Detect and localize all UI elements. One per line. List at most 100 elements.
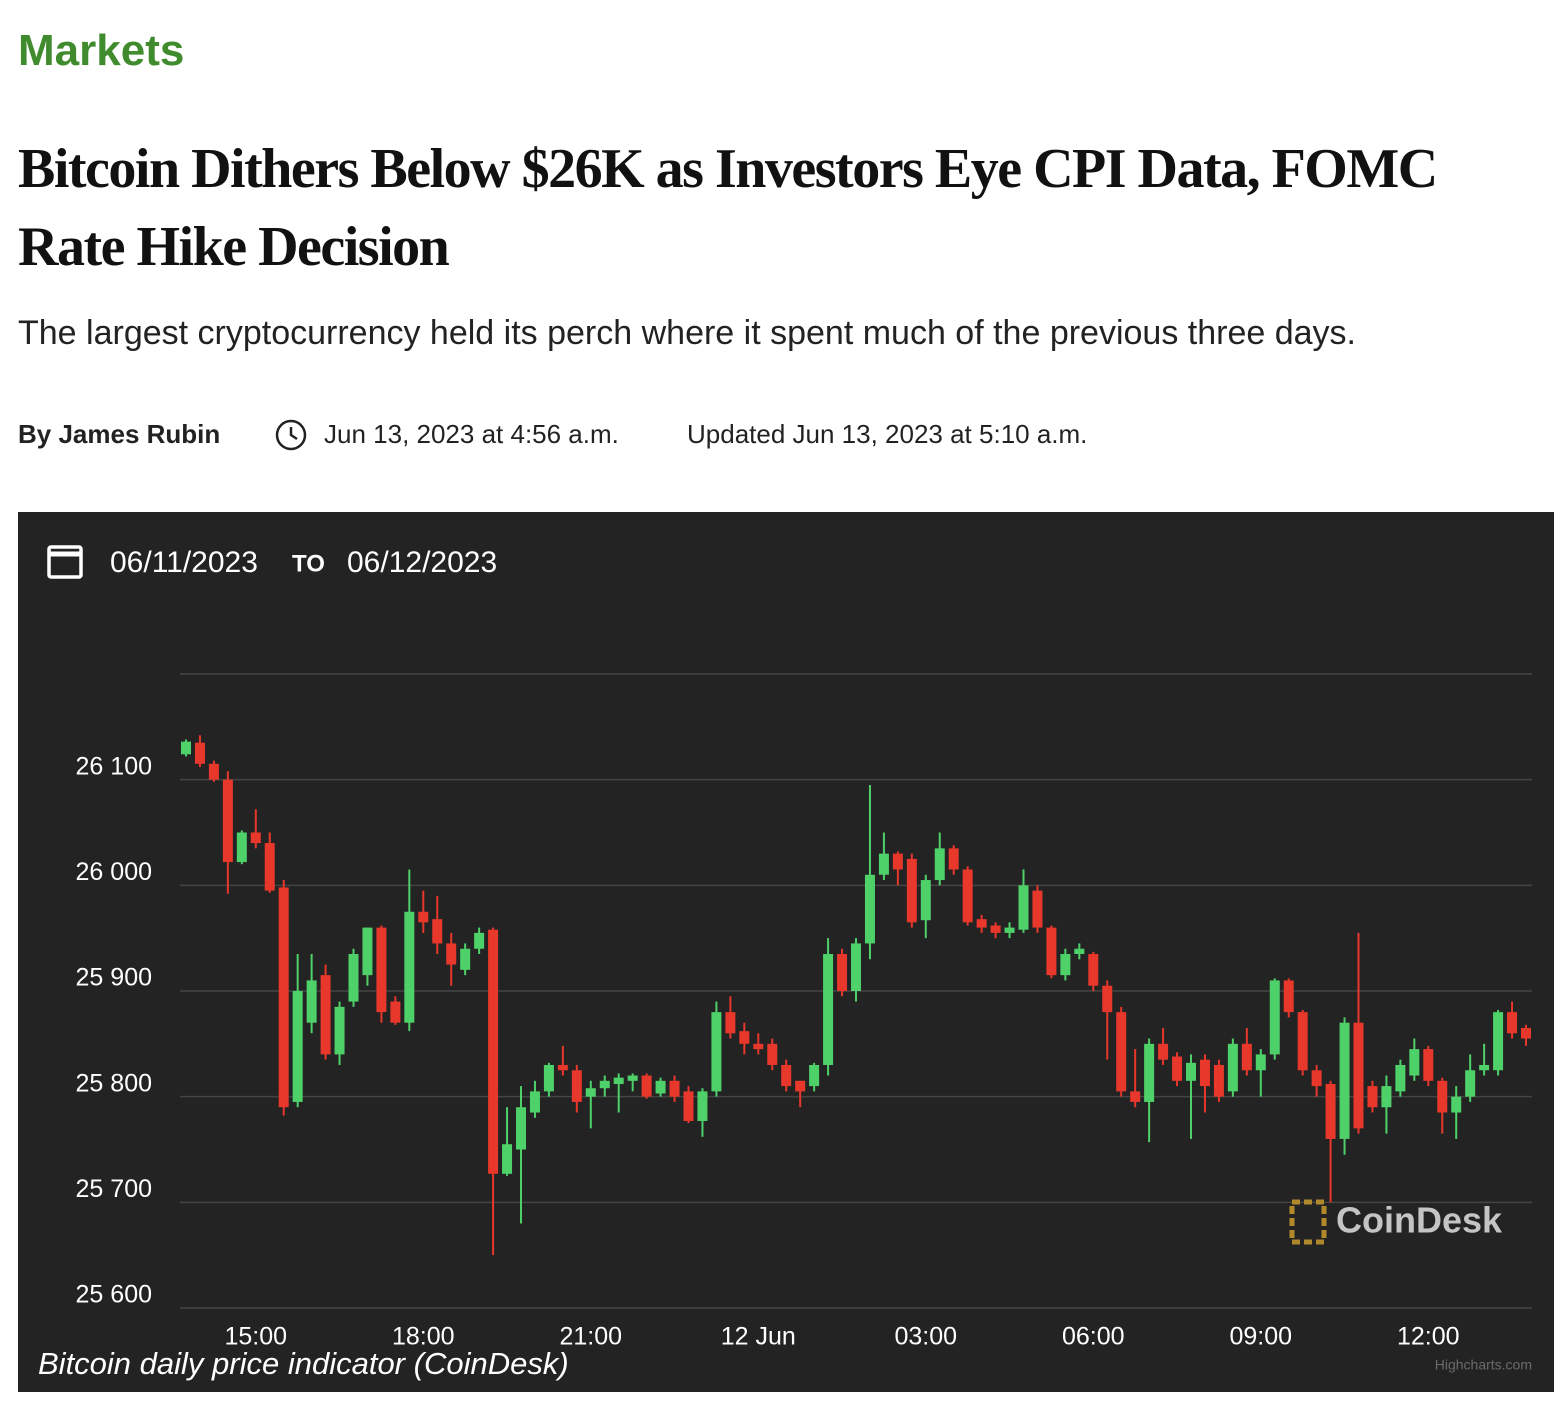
byline[interactable]: By James Rubin	[18, 419, 221, 449]
candle-body	[1367, 1086, 1378, 1108]
candle-body	[292, 991, 303, 1102]
candle-body	[264, 843, 275, 891]
candle-body	[181, 741, 191, 755]
chart-background	[18, 512, 1554, 1392]
candle-body	[739, 1031, 750, 1044]
candle-body	[599, 1080, 610, 1089]
candle-body	[348, 954, 359, 1002]
candle-body	[1437, 1080, 1448, 1113]
candle-body	[334, 1006, 345, 1055]
candle-body	[795, 1080, 806, 1092]
candle-body	[669, 1080, 680, 1097]
candle-body	[613, 1077, 624, 1084]
candle-body	[1018, 885, 1029, 930]
candle-body	[250, 832, 261, 844]
candle-body	[1004, 927, 1015, 933]
candle-body	[585, 1088, 596, 1097]
candle-body	[236, 832, 247, 863]
candle-body	[208, 763, 219, 780]
x-tick-label: 12:00	[1397, 1323, 1460, 1351]
section-label[interactable]: Markets	[18, 26, 185, 75]
headline: Bitcoin Dithers Below $26K as Investors …	[18, 138, 1438, 278]
calendar-icon[interactable]	[47, 545, 83, 579]
candle-body	[753, 1043, 764, 1050]
candle-body	[767, 1043, 778, 1065]
candle-body	[362, 927, 373, 976]
candle-body	[1269, 980, 1280, 1055]
candle-body	[1283, 980, 1294, 1013]
candle-body	[1409, 1049, 1420, 1076]
date-to[interactable]: 06/12/2023	[347, 546, 497, 579]
candle-body	[516, 1107, 526, 1150]
y-tick-label: 25 900	[76, 964, 152, 992]
candle-body	[962, 869, 973, 923]
candle-body	[920, 880, 931, 921]
y-tick-label: 25 700	[76, 1175, 152, 1203]
candle-body	[948, 848, 959, 870]
candle-body	[1493, 1012, 1504, 1071]
candle-body	[1116, 1012, 1127, 1092]
x-tick-label: 12 Jun	[721, 1323, 796, 1351]
y-tick-label: 25 800	[76, 1069, 152, 1097]
candle-body	[990, 925, 1001, 933]
candle-body	[864, 874, 875, 944]
candle-body	[1158, 1043, 1169, 1060]
candle-body	[655, 1080, 666, 1094]
date-from[interactable]: 06/11/2023	[110, 546, 258, 579]
candle-body	[641, 1075, 652, 1097]
x-tick-label: 03:00	[895, 1323, 958, 1351]
subtitle: The largest cryptocurrency held its perc…	[18, 314, 1356, 352]
candle-body	[1395, 1064, 1406, 1092]
candle-body	[418, 911, 429, 923]
published-date: Jun 13, 2023 at 4:56 a.m.	[324, 419, 619, 449]
y-tick-label: 26 000	[76, 858, 152, 886]
candle-body	[1521, 1027, 1531, 1039]
candle-body	[376, 927, 387, 1013]
updated-date: Updated Jun 13, 2023 at 5:10 a.m.	[687, 419, 1088, 449]
candle-body	[1074, 948, 1085, 955]
caption: Bitcoin daily price indicator (CoinDesk)	[38, 1346, 569, 1381]
candle-body	[571, 1070, 582, 1102]
candle-body	[837, 954, 848, 991]
candle-body	[627, 1075, 638, 1081]
candle-body	[823, 954, 834, 1065]
candle-body	[725, 1012, 736, 1034]
x-tick-label: 18:00	[392, 1323, 455, 1351]
candle-body	[1032, 890, 1043, 928]
candle-body	[1297, 1012, 1308, 1071]
candle-body	[1423, 1049, 1434, 1081]
date-to-label: TO	[292, 550, 325, 577]
x-tick-label: 06:00	[1062, 1323, 1125, 1351]
candle-body	[1507, 1012, 1518, 1034]
candle-body	[404, 911, 415, 1023]
candle-body	[851, 943, 861, 991]
y-tick-label: 25 600	[76, 1281, 152, 1309]
chart: 06/11/2023 TO 06/12/2023 25 600 25 700 25 …	[18, 512, 1554, 1392]
candle-body	[1088, 954, 1099, 986]
candle-body	[906, 858, 917, 923]
candle-body	[1227, 1043, 1238, 1092]
x-tick-label: 21:00	[560, 1323, 623, 1351]
candle-body	[1102, 985, 1113, 1013]
candle-body	[976, 919, 987, 928]
candle-body	[529, 1091, 540, 1113]
candle-body	[320, 975, 331, 1055]
candle-body	[809, 1064, 820, 1087]
candle-body	[1381, 1086, 1392, 1108]
candle-body	[892, 853, 903, 870]
candle-body	[697, 1091, 708, 1121]
candle-body	[781, 1064, 792, 1087]
x-tick-label: 09:00	[1230, 1323, 1293, 1351]
y-tick-label: 26 100	[76, 752, 152, 780]
candle-body	[432, 919, 443, 944]
candle-body	[557, 1064, 568, 1071]
credits[interactable]: Highcharts.com	[1435, 1357, 1532, 1373]
candle-body	[1451, 1096, 1462, 1113]
candle-body	[1144, 1043, 1155, 1102]
candle-body	[543, 1064, 554, 1092]
candle-body	[1241, 1043, 1252, 1071]
candle-body	[1325, 1083, 1336, 1139]
candle-body	[878, 853, 889, 875]
watermark-logo	[1289, 1199, 1327, 1245]
candle-body	[194, 742, 205, 764]
